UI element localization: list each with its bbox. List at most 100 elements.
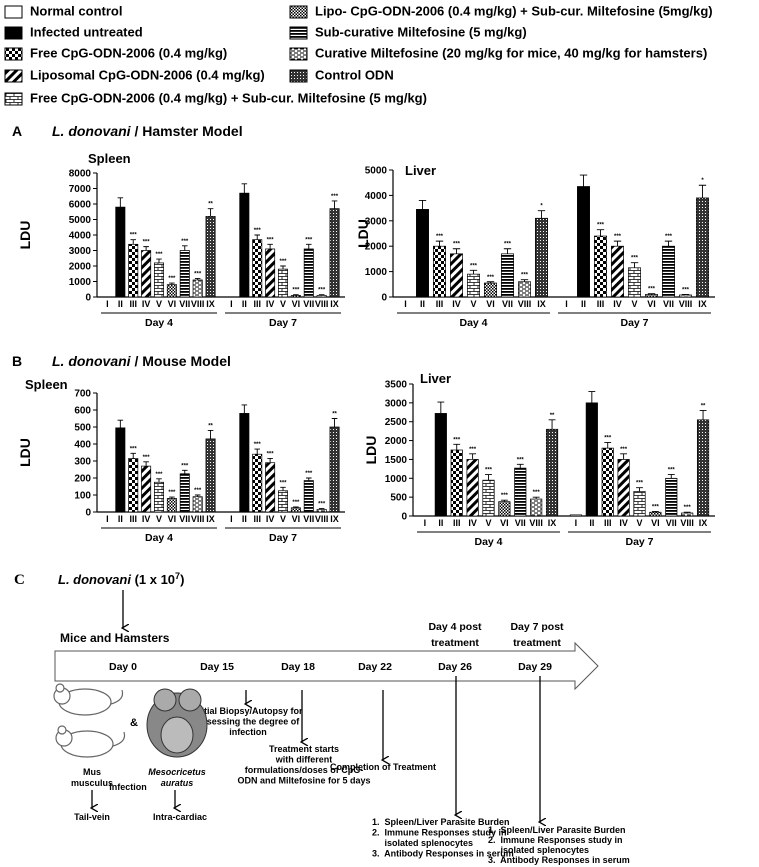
x-tick-label: VIII (315, 299, 329, 309)
significance: *** (597, 223, 605, 229)
legend-swatch (289, 5, 308, 19)
x-tick-label: III (604, 518, 612, 528)
panel-title: L. donovani / Hamster Model (52, 123, 243, 139)
bar (484, 282, 497, 298)
legend-label: Lipo- CpG-ODN-2006 (0.4 mg/kg) + Sub-cur… (315, 3, 713, 18)
x-tick-label: IV (142, 299, 151, 309)
error-bar (305, 243, 312, 249)
y-tick-label: 2000 (385, 436, 408, 447)
dose-close: ) (180, 572, 184, 587)
and: & (130, 717, 138, 729)
bar (115, 427, 126, 513)
bar (679, 294, 692, 298)
legend-swatch (4, 47, 23, 61)
organism: L. donovani (52, 353, 132, 369)
legend-label: Sub-curative Miltefosine (5 mg/kg) (315, 24, 527, 39)
bar (450, 449, 463, 517)
x-tick-label: I (106, 514, 109, 524)
x-tick-label: V (156, 514, 162, 524)
y-tick-label: 3000 (385, 398, 408, 409)
readouts7: isolated splenocytes (488, 845, 589, 855)
x-tick-label: VIII (518, 299, 532, 309)
x-tick-label: V (636, 518, 642, 528)
group-label: Day 7 (620, 317, 648, 329)
bar (329, 208, 340, 298)
x-tick-label: VI (292, 299, 301, 309)
significance: ** (550, 413, 555, 419)
readouts7: 2. Immune Responses study in (488, 835, 623, 845)
y-tick-label: 500 (74, 423, 91, 434)
error-bar (596, 229, 605, 237)
y-tick-label: 500 (390, 493, 407, 504)
hosts: Mice and Hamsters (60, 631, 170, 645)
error-bar (267, 458, 273, 463)
treatment: with different (275, 755, 333, 765)
y-axis-label: LDU (363, 436, 379, 465)
x-tick-label: VI (486, 299, 495, 309)
bar (290, 507, 301, 513)
y-tick-label: 4000 (365, 191, 388, 202)
group-label: Day 7 (269, 532, 297, 544)
x-tick-label: VII (303, 514, 314, 524)
x-tick-label: III (129, 299, 137, 309)
y-tick-label: 7000 (69, 184, 92, 195)
y-axis-label: LDU (17, 221, 33, 250)
y-tick-label: 0 (401, 512, 407, 523)
bar (278, 490, 288, 513)
hamster: auratus (161, 778, 194, 788)
x-tick-label: IX (699, 518, 708, 528)
bar (179, 250, 190, 298)
legend-swatch (289, 47, 308, 61)
x-tick-label: IV (266, 514, 275, 524)
significance: *** (279, 259, 287, 265)
readouts4: 1. Spleen/Liver Parasite Burden (372, 817, 510, 827)
day-label: Day 22 (358, 661, 392, 673)
significance: ** (332, 412, 337, 418)
error-bar (130, 239, 137, 245)
error-bar (681, 294, 690, 295)
group-label: Day 4 (145, 532, 173, 544)
error-bar (318, 508, 325, 510)
legend-swatch (289, 69, 308, 83)
x-tick-label: I (230, 299, 233, 309)
error-bar (318, 294, 325, 296)
significance: *** (155, 252, 163, 258)
x-tick-label: VI (168, 514, 177, 524)
x-tick-label: IV (142, 514, 151, 524)
bar (239, 413, 250, 513)
x-tick-label: VI (651, 518, 660, 528)
error-bar (194, 494, 201, 497)
significance: ** (208, 202, 213, 208)
bar (265, 248, 276, 298)
significance: *** (668, 468, 676, 474)
x-tick-label: VI (168, 299, 177, 309)
x-tick-label: V (470, 299, 476, 309)
mouse: musculus (71, 778, 113, 788)
error-bar (280, 486, 286, 491)
bar (601, 447, 614, 517)
significance: *** (279, 480, 287, 486)
bar (628, 267, 641, 298)
group-label: Day 4 (459, 317, 487, 329)
x-tick-label: II (242, 514, 247, 524)
significance: *** (504, 242, 512, 248)
legend-label: Free CpG-ODN-2006 (0.4 mg/kg) + Sub-cur.… (30, 90, 427, 105)
error-bar (647, 293, 656, 295)
significance: *** (521, 273, 529, 279)
y-tick-label: 5000 (365, 166, 388, 177)
hamster: Mesocricetus (148, 767, 206, 777)
x-tick-label: IV (266, 299, 275, 309)
significance: *** (130, 233, 138, 239)
bar (594, 235, 607, 298)
significance: *** (292, 500, 300, 506)
infection: Infection (109, 782, 147, 792)
x-tick-label: II (242, 299, 247, 309)
bar (530, 498, 543, 517)
error-bar (453, 443, 461, 450)
significance: *** (305, 237, 313, 243)
x-tick-label: VI (647, 299, 656, 309)
bar (482, 479, 495, 517)
x-tick-label: VIII (191, 514, 205, 524)
bar (611, 245, 624, 298)
